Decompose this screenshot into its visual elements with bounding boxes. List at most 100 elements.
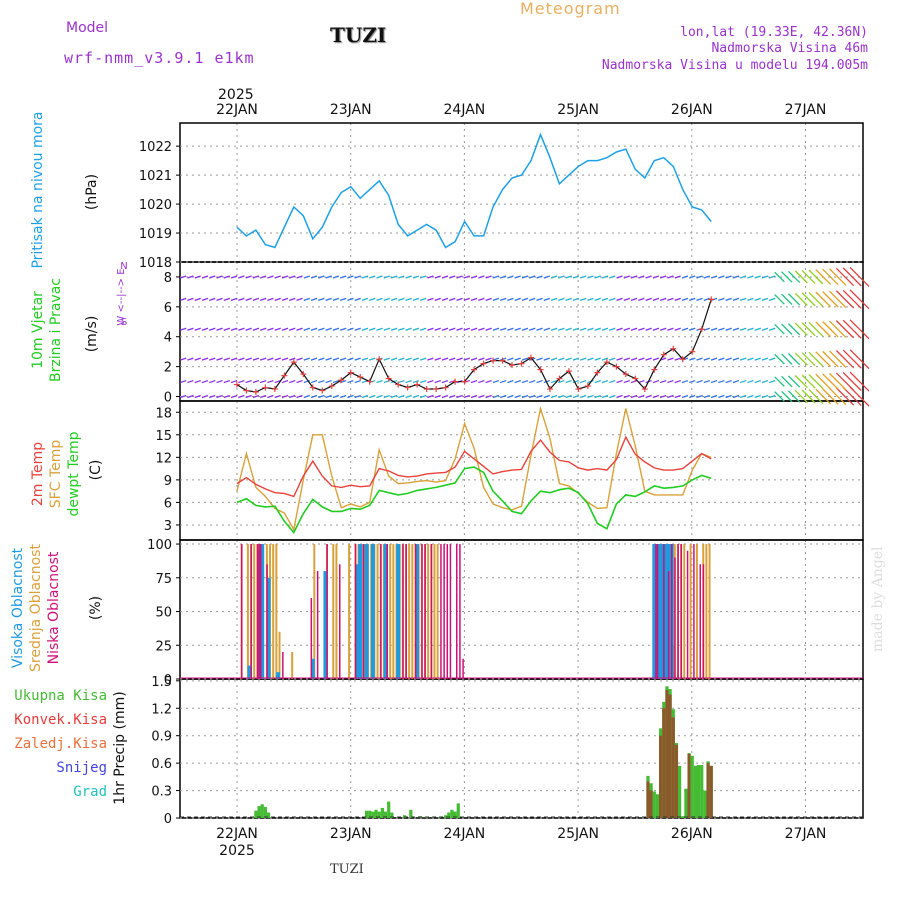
wind-arrow xyxy=(761,327,769,331)
wind-arrow xyxy=(390,297,398,301)
wind-arrow xyxy=(259,357,267,361)
precip-total-bar xyxy=(383,811,388,818)
wind-arrow xyxy=(842,349,862,369)
wind-arrow xyxy=(616,275,623,279)
wind-arrow xyxy=(267,297,274,301)
footer-station: TUZI xyxy=(330,862,364,877)
wind-arrow xyxy=(774,353,785,365)
wind-arrow xyxy=(289,275,296,279)
wind-arrow xyxy=(194,394,201,399)
cloud-bar xyxy=(708,544,711,679)
wind-arrow xyxy=(822,350,839,368)
wind-arrow xyxy=(441,357,449,361)
wind-arrow xyxy=(725,275,732,279)
cloud-bar xyxy=(443,544,445,679)
cloud-bar xyxy=(256,544,259,679)
year-label-bottom: 2025 xyxy=(219,843,255,859)
low-cloud-axis-title: Niska Oblacnost xyxy=(46,551,62,664)
wind-arrow xyxy=(449,297,456,301)
panel-0 xyxy=(179,122,864,263)
cloud-bar xyxy=(392,544,395,679)
wind-arrow xyxy=(754,379,761,384)
wind-arrow xyxy=(754,275,761,279)
cloud-bar xyxy=(686,550,689,679)
wind-marker xyxy=(338,377,345,384)
wind-arrow xyxy=(514,379,521,384)
lonlat-label: lon,lat (19.33E, 42.36N) xyxy=(680,25,868,40)
wind-marker xyxy=(461,378,468,385)
precip-total-bar xyxy=(390,812,394,818)
wind-arrow xyxy=(347,327,354,331)
wind-arrow xyxy=(815,291,831,308)
wind-arrow xyxy=(849,371,870,392)
wind-arrow xyxy=(645,394,652,399)
wind-arrow xyxy=(587,327,594,331)
precip-total-bar xyxy=(678,765,682,818)
precip-total-bar xyxy=(364,810,369,818)
precip-total-bar xyxy=(700,764,704,818)
wind-arrow xyxy=(412,357,420,361)
wind-arrow xyxy=(696,394,703,399)
wind-arrow xyxy=(601,327,609,331)
wind-arrow xyxy=(794,292,808,306)
precip-total-bar xyxy=(444,815,448,818)
wind-arrow xyxy=(354,275,361,279)
wind-arrow xyxy=(674,297,681,301)
cloud-bar xyxy=(683,544,686,679)
cloud-bar xyxy=(313,544,316,679)
wind-arrow xyxy=(209,357,216,361)
wind-arrow xyxy=(485,379,492,384)
wind-arrow xyxy=(318,379,325,384)
wind-arrow xyxy=(252,379,260,384)
wind-arrow xyxy=(630,275,638,279)
wind-speed-line xyxy=(236,299,712,393)
wind-arrow xyxy=(325,394,332,399)
wind-arrow xyxy=(434,394,441,399)
wind-arrow xyxy=(674,357,681,361)
cloud-bar xyxy=(663,544,665,679)
ytick-label: 18 xyxy=(155,406,172,421)
precip-legend-item: Snijeg xyxy=(56,760,107,776)
wind-arrow xyxy=(645,297,652,301)
precip-conv-bar xyxy=(665,689,669,818)
cloud-bar xyxy=(282,652,284,679)
wind-arrow xyxy=(383,394,391,399)
wind-arrow xyxy=(572,327,580,331)
cloud-bar xyxy=(383,544,388,679)
wind-arrow xyxy=(303,297,311,301)
wind-arrow xyxy=(536,394,543,399)
cloud-bar xyxy=(408,544,411,679)
wind-arrow xyxy=(390,394,398,399)
wind-arrow xyxy=(579,297,587,301)
wind-marker xyxy=(357,374,364,381)
wind-arrow xyxy=(259,297,267,301)
wind-arrow xyxy=(710,357,718,361)
wind-arrow xyxy=(238,297,245,301)
wind-marker xyxy=(689,348,696,355)
xtick-label-top: 26JAN xyxy=(671,102,713,118)
cloud-bar xyxy=(424,544,426,679)
ytick-label: 0 xyxy=(164,673,172,688)
wind-arrow xyxy=(339,275,347,279)
wind-arrow xyxy=(829,290,847,309)
ytick-label: 1018 xyxy=(139,256,172,271)
wind-arrow xyxy=(376,275,383,279)
wind-arrow xyxy=(361,394,369,399)
wind-arrow xyxy=(223,297,231,301)
cloud-bar xyxy=(446,544,449,679)
cloud-bar xyxy=(326,544,328,679)
wind-arrow xyxy=(238,379,245,384)
wind-arrow xyxy=(787,293,801,306)
wind-arrow xyxy=(187,394,194,399)
wind-arrow xyxy=(829,350,847,368)
ytick-label: 50 xyxy=(155,606,172,621)
wind-arrow xyxy=(761,357,769,361)
wind-arrow xyxy=(594,394,601,399)
wind-arrow xyxy=(267,379,274,384)
wind-arrow xyxy=(405,297,412,301)
wind-arrow xyxy=(769,379,776,384)
wind-marker xyxy=(499,357,506,364)
wind-arrow xyxy=(681,297,689,301)
cloud-bar xyxy=(459,544,461,679)
cloud-bar xyxy=(370,544,375,679)
